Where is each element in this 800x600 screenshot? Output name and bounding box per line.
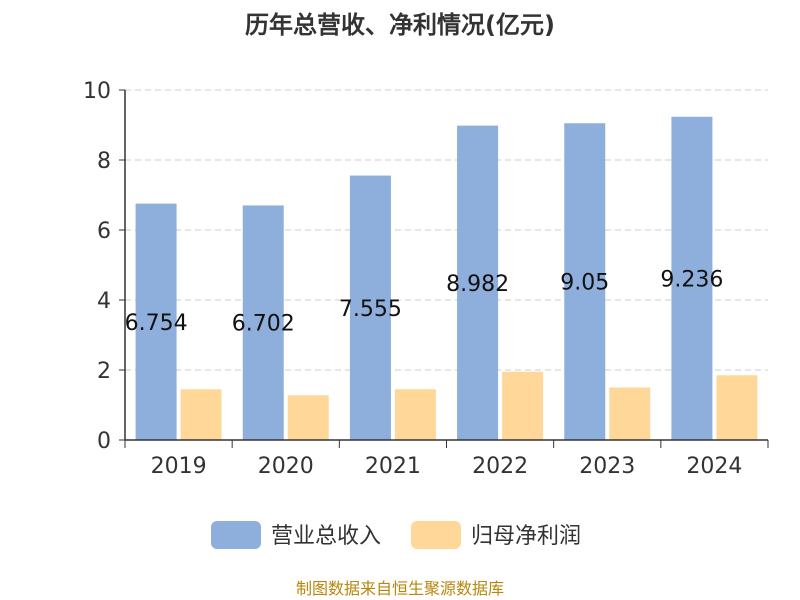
x-tick-label: 2023 [579,454,635,479]
bar-net-profit [716,375,758,440]
data-label-revenue: 7.555 [339,297,402,322]
legend-label-revenue: 营业总收入 [271,524,381,549]
legend-item-revenue[interactable]: 营业总收入 [211,521,381,549]
data-label-revenue: 6.754 [125,311,188,336]
x-tick-label: 2024 [686,454,742,479]
bar-revenue [564,123,606,440]
data-label-revenue: 6.702 [232,312,295,337]
bar-revenue [457,125,499,440]
legend-swatch-net-profit [411,521,461,549]
data-label-revenue: 9.236 [660,267,723,292]
y-axis: 0 2 4 6 8 10 [83,79,126,454]
bar-net-profit [609,387,651,440]
chart-title: 历年总营收、净利情况(亿元) [245,11,555,39]
y-tick-label: 2 [97,359,111,384]
bar-revenue [349,175,391,440]
bar-net-profit [287,395,329,440]
bar-net-profit [180,389,222,440]
legend-item-net-profit[interactable]: 归母净利润 [411,521,581,549]
y-tick-label: 0 [97,429,111,454]
y-tick-label: 10 [83,79,111,104]
legend: 营业总收入 归母净利润 [211,521,581,549]
y-tick-label: 4 [97,289,111,314]
grid-lines [125,89,768,371]
bars [135,116,758,441]
bar-net-profit [394,389,436,440]
data-labels: 6.754 6.702 7.555 8.982 9.05 9.236 [125,267,724,336]
x-axis: 2019 2020 2021 2022 2023 2024 [124,439,769,479]
data-label-revenue: 8.982 [446,272,509,297]
y-tick-label: 6 [97,219,111,244]
bar-net-profit [502,371,544,440]
data-label-revenue: 9.05 [560,271,609,296]
bar-revenue [242,205,284,440]
legend-swatch-revenue [211,521,261,549]
footer-source: 制图数据来自恒生聚源数据库 [296,579,504,598]
y-tick-label: 8 [97,149,111,174]
x-tick-label: 2021 [365,454,421,479]
x-tick-label: 2022 [472,454,528,479]
x-tick-label: 2019 [151,454,207,479]
x-tick-label: 2020 [258,454,314,479]
bar-revenue [135,203,177,440]
legend-label-net-profit: 归母净利润 [471,524,581,549]
bar-revenue [671,116,713,441]
